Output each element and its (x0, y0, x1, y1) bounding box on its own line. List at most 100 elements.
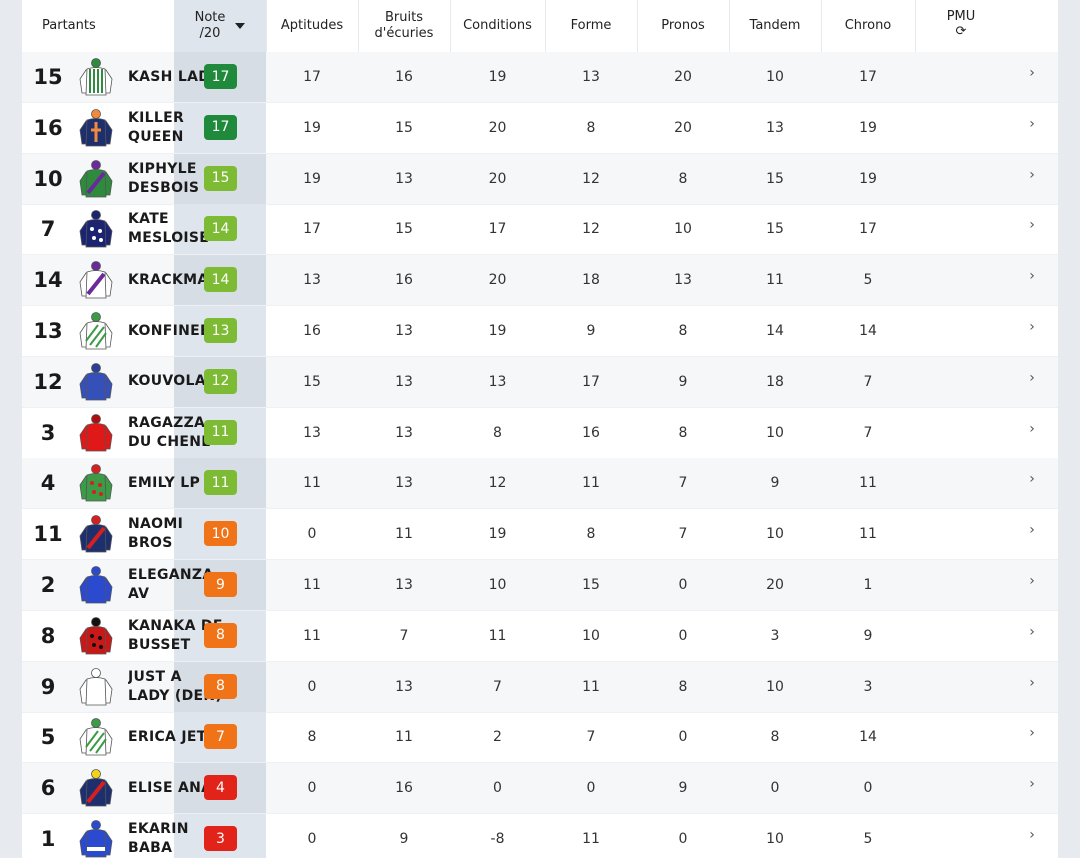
score-pronos: 8 (678, 323, 688, 339)
table-row[interactable]: 6 ELISE ANA 4 0 16 0 0 9 0 0 › (22, 763, 1058, 815)
header-divider (545, 0, 546, 52)
score-forme: 18 (582, 272, 600, 289)
chevron-right-icon[interactable]: › (1029, 725, 1035, 742)
header-conditions[interactable]: Conditions (463, 18, 532, 33)
chevron-right-icon[interactable]: › (1029, 471, 1035, 488)
header-bruits[interactable]: Bruits d'écuries (374, 10, 434, 41)
table-row[interactable]: 9 JUST A LADY (DEN) 8 0 13 7 11 8 10 3 › (22, 661, 1058, 713)
header-tandem[interactable]: Tandem (749, 18, 801, 33)
note-header-band (174, 0, 266, 52)
header-chrono[interactable]: Chrono (844, 18, 892, 33)
horse-name[interactable]: KIPHYLE DESBOIS (128, 160, 200, 196)
score-chrono: 1 (863, 577, 873, 593)
table-row[interactable]: 13 KONFINEE 13 16 13 19 9 8 14 14 › (22, 306, 1058, 357)
score-conditions: 11 (488, 627, 507, 644)
score-conditions: 20 (488, 119, 507, 136)
score-chrono: 0 (863, 780, 873, 797)
chevron-right-icon[interactable]: › (1029, 369, 1035, 386)
table-row[interactable]: 4 EMILY LP 11 11 13 12 11 7 9 11 › (22, 458, 1058, 510)
header-aptitudes[interactable]: Aptitudes (280, 18, 344, 33)
horse-name[interactable]: EKARIN BABA (128, 821, 189, 856)
table-row[interactable]: 7 KATE MESLOISE 14 17 15 17 12 10 15 17 › (22, 204, 1058, 256)
horse-number: 8 (40, 623, 56, 648)
score-pronos: 10 (674, 221, 692, 238)
horse-name[interactable]: EMILY LP (128, 474, 201, 491)
score-aptitudes: 0 (307, 678, 317, 695)
jockey-silk-icon (76, 565, 116, 605)
horse-name[interactable]: KATE MESLOISE (128, 211, 210, 247)
note-badge: 8 (204, 622, 237, 648)
horse-name[interactable]: RAGAZZA DU CHENE (128, 414, 212, 450)
score-chrono: 14 (859, 729, 877, 746)
table-row[interactable]: 16 KILLER QUEEN 17 19 15 20 8 20 13 19 › (22, 102, 1058, 154)
horse-name[interactable]: KASH LADY (128, 68, 220, 85)
table-row[interactable]: 14 KRACKMA 14 13 16 20 18 13 11 5 › (22, 255, 1058, 307)
score-tandem: 3 (770, 627, 780, 644)
chevron-right-icon[interactable]: › (1029, 420, 1035, 437)
chevron-right-icon[interactable]: › (1029, 115, 1035, 132)
header-partants[interactable]: Partants (42, 18, 96, 33)
table-row[interactable]: 2 ELEGANZA AV 9 11 13 10 15 0 20 1 › (22, 560, 1058, 611)
score-bruits: 13 (395, 577, 413, 593)
score-tandem: 8 (770, 729, 780, 746)
score-tandem: 11 (766, 272, 784, 289)
chevron-right-icon[interactable]: › (1029, 268, 1035, 285)
jockey-silk-icon (76, 667, 116, 707)
score-conditions: 19 (488, 526, 507, 543)
chevron-right-icon[interactable]: › (1029, 65, 1035, 81)
jockey-silk-icon (76, 413, 116, 453)
score-aptitudes: 13 (303, 272, 321, 289)
table-row[interactable]: 3 RAGAZZA DU CHENE 11 13 13 8 16 8 10 7 › (22, 407, 1058, 459)
chevron-right-icon[interactable]: › (1029, 623, 1035, 640)
chevron-right-icon[interactable]: › (1029, 776, 1035, 793)
table-row[interactable]: 12 KOUVOLA 12 15 13 13 17 9 18 7 › (22, 356, 1058, 408)
score-aptitudes: 11 (303, 577, 321, 593)
horse-name[interactable]: ERICA JET (128, 728, 207, 745)
header-divider (915, 0, 916, 52)
table-row[interactable]: 1 EKARIN BABA 3 0 9 -8 11 0 10 5 › (22, 814, 1058, 858)
table-row[interactable]: 10 KIPHYLE DESBOIS 15 19 13 20 12 8 15 19 › (22, 153, 1058, 205)
jockey-silk-icon (76, 717, 116, 757)
horse-name[interactable]: KANAKA DE BUSSET (128, 617, 223, 653)
refresh-icon[interactable]: ⟳ (955, 24, 967, 39)
header-note-sort[interactable]: Note /20 (174, 0, 266, 52)
chevron-right-icon[interactable]: › (1029, 674, 1035, 691)
table-row[interactable]: 15 KASH LADY 17 17 16 19 13 20 10 17 › (22, 52, 1058, 103)
horse-name[interactable]: NAOMI BROS (128, 516, 184, 552)
jockey-silk-icon (76, 362, 116, 402)
header-pmu[interactable]: PMU ⟳ (946, 9, 976, 39)
score-forme: 7 (586, 729, 596, 746)
table-row[interactable]: 8 KANAKA DE BUSSET 8 11 7 11 10 0 3 9 › (22, 610, 1058, 662)
horse-name[interactable]: JUST A LADY (DEN) (128, 668, 223, 704)
horse-name[interactable]: KRACKMA (128, 271, 209, 288)
score-forme: 12 (582, 221, 600, 238)
score-bruits: 11 (395, 526, 413, 543)
header-note-scale: /20 (199, 26, 221, 41)
score-bruits: 16 (395, 272, 413, 289)
score-chrono: 5 (863, 272, 873, 289)
horse-name[interactable]: ELISE ANA (128, 779, 213, 796)
horse-name[interactable]: KILLER QUEEN (128, 109, 185, 145)
chevron-right-icon[interactable]: › (1029, 166, 1035, 183)
score-tandem: 14 (766, 323, 784, 339)
chevron-right-icon[interactable]: › (1029, 573, 1035, 589)
header-forme[interactable]: Forme (570, 18, 612, 33)
score-conditions: -8 (490, 831, 505, 847)
score-pronos: 0 (678, 627, 688, 644)
horse-name[interactable]: KOUVOLA (128, 373, 206, 390)
chevron-right-icon[interactable]: › (1029, 319, 1035, 335)
table-row[interactable]: 5 ERICA JET 7 8 11 2 7 0 8 14 › (22, 712, 1058, 764)
header-pronos[interactable]: Pronos (661, 18, 705, 33)
chevron-right-icon[interactable]: › (1029, 827, 1035, 843)
horse-name[interactable]: ELEGANZA AV (128, 567, 214, 602)
score-conditions: 10 (488, 577, 507, 593)
score-bruits: 13 (395, 170, 413, 187)
sort-caret-icon (235, 23, 246, 29)
chevron-right-icon[interactable]: › (1029, 217, 1035, 234)
chevron-right-icon[interactable]: › (1029, 522, 1035, 539)
note-badge: 14 (204, 216, 237, 242)
score-conditions: 7 (493, 678, 502, 695)
score-pronos: 7 (678, 475, 688, 492)
table-row[interactable]: 11 NAOMI BROS 10 0 11 19 8 7 10 11 › (22, 509, 1058, 561)
horse-name[interactable]: KONFINEE (128, 322, 210, 339)
